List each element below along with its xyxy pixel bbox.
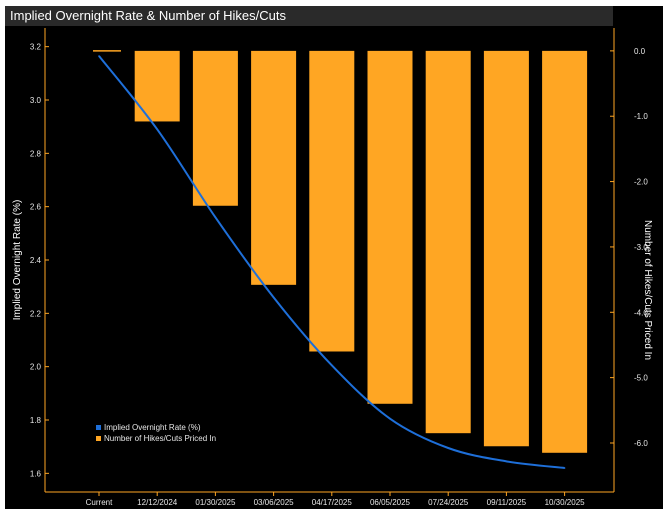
right-axis-title: Number of Hikes/Cuts Priced In [642,220,653,360]
rate-point-0 [98,55,100,57]
x-tick-label-3: 03/06/2025 [254,498,295,507]
bar-2 [192,50,238,206]
right-tick-label-1: -1.0 [634,112,648,121]
left-tick-label-6: 2.0 [30,363,42,372]
rate-point-6 [447,447,450,449]
title-bar [5,6,613,26]
left-tick-label-8: 1.6 [30,469,42,478]
x-tick-label-8: 10/30/2025 [545,498,586,507]
bar-1 [134,50,180,122]
bar-3 [251,50,297,285]
left-tick-label-2: 2.8 [30,149,42,158]
x-tick-label-2: 01/30/2025 [195,498,236,507]
x-tick-label-0: Current [86,498,113,507]
bar-5 [367,50,413,404]
right-tick-label-6: -6.0 [634,439,648,448]
bars-layer [93,50,588,453]
legend-label-hikes: Number of Hikes/Cuts Priced In [104,434,216,443]
line-layer [98,55,566,469]
chart-title: Implied Overnight Rate & Number of Hikes… [10,8,286,23]
rate-point-3 [272,296,275,299]
rate-point-2 [214,216,217,219]
bar-8 [542,50,588,453]
x-tick-label-5: 06/05/2025 [370,498,411,507]
axes-layer: 3.2 3.0 2.8 2.6 2.4 2.2 2.0 1.8 1.6 0.0 -1.0 -2.0 -3… [12,28,653,507]
right-tick-label-5: -5.0 [634,374,648,383]
legend-swatch-rate [96,425,101,430]
rate-point-8 [563,467,566,469]
right-tick-label-3: -3.0 [634,243,648,252]
rate-point-5 [389,417,391,420]
legend-swatch-hikes [96,436,101,441]
x-tick-label-1: 12/12/2024 [137,498,178,507]
right-tick-label-4: -4.0 [634,308,648,317]
bar-7 [483,50,529,447]
left-tick-label-7: 1.8 [30,416,42,425]
x-tick-label-4: 04/17/2025 [312,498,353,507]
right-tick-label-0: 0.0 [634,47,646,56]
x-tick-label-7: 09/11/2025 [487,498,527,507]
left-tick-label-5: 2.2 [30,309,42,318]
left-axis-title: Implied Overnight Rate (%) [12,200,23,321]
legend: Implied Overnight Rate (%) Number of Hike… [96,423,216,443]
rate-point-7 [505,460,508,463]
x-tick-label-6: 07/24/2025 [428,498,469,507]
left-tick-label-3: 2.6 [30,203,42,212]
rate-line [98,55,565,469]
rate-point-1 [156,128,158,131]
left-tick-label-1: 3.0 [30,96,42,105]
left-tick-label-4: 2.4 [30,256,42,265]
bar-6 [425,50,471,434]
right-tick-label-2: -2.0 [634,178,648,187]
left-tick-label-0: 3.2 [30,43,42,52]
rate-point-4 [331,364,333,367]
bar-4 [309,50,355,352]
legend-label-rate: Implied Overnight Rate (%) [104,423,201,432]
